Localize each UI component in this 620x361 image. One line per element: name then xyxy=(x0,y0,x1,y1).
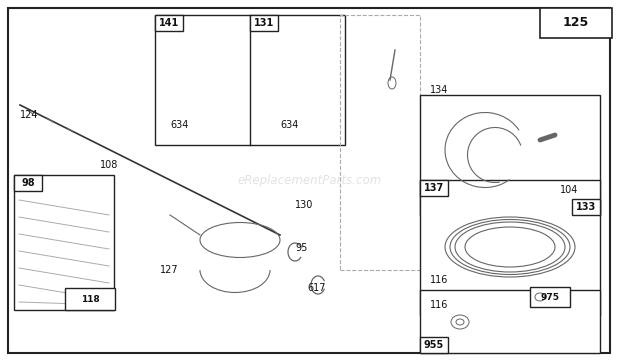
Bar xyxy=(155,15,183,31)
Text: 116: 116 xyxy=(430,275,448,285)
Text: 634: 634 xyxy=(170,120,188,130)
Bar xyxy=(420,290,600,353)
Text: 975: 975 xyxy=(541,292,559,301)
Text: 137: 137 xyxy=(424,183,444,193)
Text: 98: 98 xyxy=(21,178,35,188)
Text: 634: 634 xyxy=(280,120,298,130)
Bar xyxy=(420,180,600,315)
Text: 118: 118 xyxy=(81,295,99,304)
Text: 134: 134 xyxy=(430,85,448,95)
Text: 955: 955 xyxy=(424,340,444,350)
Bar xyxy=(14,175,42,191)
Text: 95: 95 xyxy=(295,243,308,253)
Bar xyxy=(420,180,448,196)
Bar xyxy=(155,15,345,145)
Text: 131: 131 xyxy=(254,18,274,28)
Text: 133: 133 xyxy=(576,202,596,212)
Text: 124: 124 xyxy=(20,110,38,120)
Bar xyxy=(420,95,600,215)
Text: 617: 617 xyxy=(307,283,326,293)
Text: 141: 141 xyxy=(159,18,179,28)
Text: 104: 104 xyxy=(560,185,578,195)
Text: 116: 116 xyxy=(430,300,448,310)
Text: eReplacementParts.com: eReplacementParts.com xyxy=(238,174,382,187)
Bar xyxy=(420,337,448,353)
Bar xyxy=(540,8,612,38)
Text: 108: 108 xyxy=(100,160,118,170)
Bar xyxy=(572,199,600,215)
Bar xyxy=(14,175,114,310)
Bar xyxy=(530,287,570,307)
Text: 125: 125 xyxy=(563,17,589,30)
Text: 127: 127 xyxy=(160,265,179,275)
Bar xyxy=(340,15,420,270)
Bar xyxy=(250,15,278,31)
Text: 130: 130 xyxy=(295,200,313,210)
Bar xyxy=(65,288,115,310)
